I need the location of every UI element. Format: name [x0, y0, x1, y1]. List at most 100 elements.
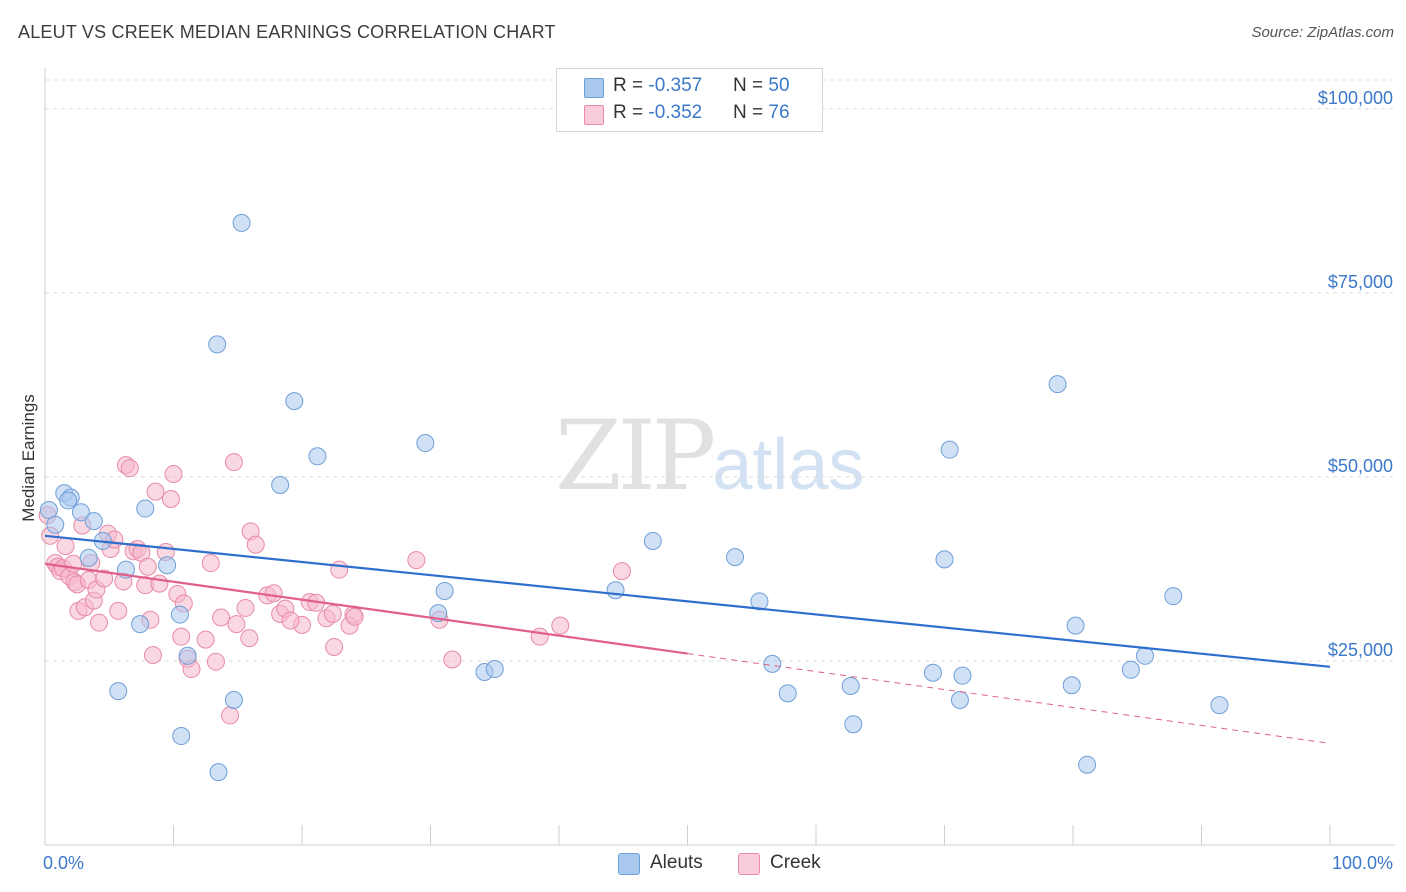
y-tick-label: $50,000 [1328, 456, 1393, 476]
creek-point [146, 482, 165, 501]
aleut-point [763, 654, 782, 673]
y-tick-label: $25,000 [1328, 640, 1393, 660]
aleut-point [232, 213, 251, 232]
aleut-point [209, 763, 228, 782]
aleut-point [416, 434, 435, 453]
legend-swatch-creek [584, 105, 604, 125]
creek-point [109, 601, 128, 620]
x-tick-label-max: 100.0% [1332, 853, 1393, 873]
creek-point [612, 562, 631, 581]
aleut-point [844, 715, 863, 734]
legend-n-aleuts: N = 50 [733, 75, 790, 96]
watermark-atlas: atlas [712, 425, 865, 505]
aleut-point [1164, 587, 1183, 606]
creek-point [120, 459, 139, 478]
creek-point [161, 489, 180, 508]
creek-point [236, 598, 255, 617]
aleut-point [178, 646, 197, 665]
bottom-legend-creek: Creek [738, 852, 838, 876]
aleut-point [778, 684, 797, 703]
watermark-zip: ZIP [555, 400, 716, 512]
aleut-point [172, 727, 191, 746]
creek-point [325, 637, 344, 656]
legend-r-aleuts: R = -0.357 [613, 75, 703, 96]
aleut-point [950, 690, 969, 709]
y-tick-label: $75,000 [1328, 272, 1393, 292]
legend-row-aleuts: R = -0.357 N = 50 [557, 75, 822, 101]
creek-point [138, 557, 157, 576]
creek-point [281, 611, 300, 630]
aleut-point [308, 447, 327, 466]
creek-point [345, 607, 364, 626]
creek-series [38, 453, 631, 725]
aleut-point [1135, 646, 1154, 665]
axes [44, 68, 1395, 846]
watermark: ZIPatlas [555, 400, 864, 512]
aleut-point [84, 512, 103, 531]
aleut-point [1078, 755, 1097, 774]
chart-title: ALEUT VS CREEK MEDIAN EARNINGS CORRELATI… [18, 22, 556, 42]
creek-point [443, 650, 462, 669]
creek-point [330, 560, 349, 579]
aleut-point [170, 605, 189, 624]
creek-point [224, 453, 243, 472]
creek-point [196, 630, 215, 649]
creek-point [89, 613, 108, 632]
bottom-legend-label-aleuts: Aleuts [650, 852, 703, 873]
bottom-legend-swatch-aleuts [618, 853, 640, 875]
creek-point [143, 646, 162, 665]
chart-source: Source: ZipAtlas.com [1251, 24, 1394, 41]
aleut-point [79, 548, 98, 567]
aleut-point [726, 548, 745, 567]
creek-point [212, 608, 231, 627]
aleut-point [940, 440, 959, 459]
creek-point [164, 464, 183, 483]
aleut-point [59, 491, 78, 510]
creek-point [56, 537, 75, 556]
bottom-legend-swatch-creek [738, 853, 760, 875]
aleut-point [606, 581, 625, 600]
aleut-point [71, 503, 90, 522]
aleut-point [923, 663, 942, 682]
grid-lines [45, 79, 1395, 662]
creek-point [530, 627, 549, 646]
aleut-point [224, 690, 243, 709]
aleut-point [1062, 676, 1081, 695]
y-tick-label: $100,000 [1318, 88, 1393, 108]
aleut-point [935, 550, 954, 569]
creek-point [95, 569, 114, 588]
creek-point [201, 554, 220, 573]
aleut-point [131, 615, 150, 634]
trend-line-creek-extrapolated [687, 653, 1331, 744]
creek-point [323, 604, 342, 623]
creek-point [264, 584, 283, 603]
aleut-point [750, 592, 769, 611]
aleut-point [435, 582, 454, 601]
creek-point [206, 652, 225, 671]
y-axis-title: Median Earnings [19, 394, 38, 522]
trend-lines [44, 534, 1331, 744]
trend-line-aleuts [44, 534, 1331, 668]
aleut-point [643, 531, 662, 550]
aleut-point [158, 556, 177, 575]
aleut-point [136, 499, 155, 518]
aleut-point [271, 476, 290, 495]
creek-point [172, 627, 191, 646]
creek-point [227, 615, 246, 634]
creek-point [246, 535, 265, 554]
trend-line-creek [44, 562, 688, 655]
aleut-point [285, 392, 304, 411]
legend-swatch-aleuts [584, 78, 604, 98]
aleut-point [1121, 660, 1140, 679]
aleut-point [1210, 696, 1229, 715]
legend-n-creek: N = 76 [733, 102, 790, 123]
aleut-point [953, 666, 972, 685]
creek-point [221, 706, 240, 725]
legend-row-creek: R = -0.352 N = 76 [557, 102, 822, 128]
x-tick-label-min: 0.0% [43, 853, 84, 873]
correlation-legend: R = -0.357 N = 50 R = -0.352 N = 76 [556, 68, 823, 132]
aleut-series [39, 213, 1229, 782]
aleut-point [46, 515, 65, 534]
aleut-point [208, 335, 227, 354]
